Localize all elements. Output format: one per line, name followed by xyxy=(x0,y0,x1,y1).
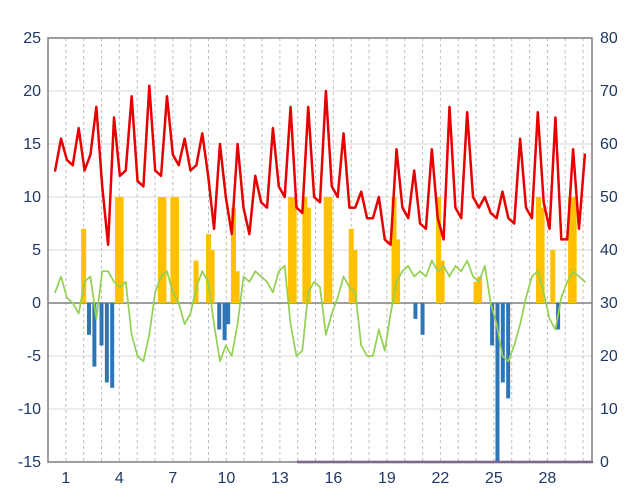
left-axis-tick: 0 xyxy=(32,295,41,312)
orange-bars xyxy=(81,197,577,303)
left-axis-tick: 5 xyxy=(32,242,41,259)
right-axis-tick: 80 xyxy=(600,30,618,47)
red-line xyxy=(53,84,587,246)
vertical-gridlines xyxy=(65,38,584,462)
right-axis-tick: 20 xyxy=(600,348,618,365)
right-axis-tick: 70 xyxy=(600,83,618,100)
x-axis-tick: 25 xyxy=(485,470,503,487)
x-axis-tick: 4 xyxy=(115,470,124,487)
x-axis-tick: 7 xyxy=(168,470,177,487)
x-axis-tick: 1 xyxy=(61,470,70,487)
right-axis-tick: 30 xyxy=(600,295,618,312)
right-axis-tick: 10 xyxy=(600,401,618,418)
green-line xyxy=(54,259,586,363)
left-axis-tick: 10 xyxy=(23,189,41,206)
x-axis-tick: 28 xyxy=(539,470,557,487)
right-axis-tick: 0 xyxy=(600,454,609,471)
x-axis-tick: 10 xyxy=(217,470,235,487)
plot-border xyxy=(47,37,593,463)
x-axis-tick: 13 xyxy=(271,470,289,487)
right-axis-tick: 50 xyxy=(600,189,618,206)
x-axis-tick: 16 xyxy=(324,470,342,487)
x-axis-tick: 19 xyxy=(378,470,396,487)
left-axis-tick: -5 xyxy=(27,348,41,365)
left-axis-tick: -15 xyxy=(18,454,41,471)
right-axis-tick: 60 xyxy=(600,136,618,153)
left-axis-tick: -10 xyxy=(18,401,41,418)
left-axis-tick: 15 xyxy=(23,136,41,153)
left-axis-tick: 25 xyxy=(23,30,41,47)
x-axis-tick: 22 xyxy=(431,470,449,487)
left-axis-tick: 20 xyxy=(23,83,41,100)
right-axis-tick: 40 xyxy=(600,242,618,259)
